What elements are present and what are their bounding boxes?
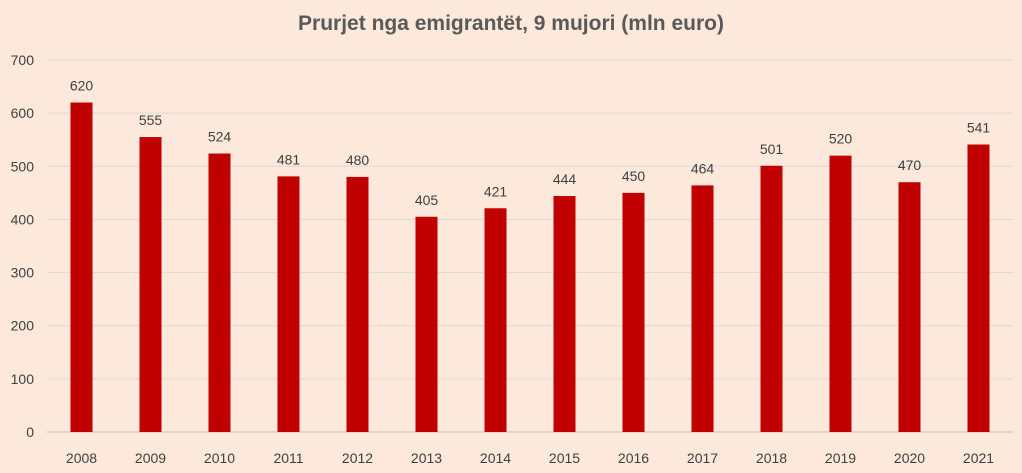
bar: [760, 165, 783, 433]
y-tick-label: 100: [11, 371, 35, 387]
data-label: 405: [415, 192, 439, 208]
x-tick-label: 2012: [342, 450, 373, 466]
x-tick-label: 2021: [963, 450, 994, 466]
data-label: 480: [346, 152, 370, 168]
data-label: 464: [691, 160, 715, 176]
bar: [139, 137, 162, 433]
data-label: 555: [139, 112, 163, 128]
bar: [967, 144, 990, 433]
bar: [829, 155, 852, 432]
x-tick-label: 2015: [549, 450, 580, 466]
x-tick-label: 2011: [273, 450, 303, 466]
data-label: 620: [70, 78, 94, 94]
data-label: 481: [277, 151, 301, 167]
data-label: 520: [829, 131, 853, 147]
x-tick-label: 2017: [687, 450, 718, 466]
bar: [70, 102, 93, 432]
x-tick-label: 2013: [411, 450, 442, 466]
data-label: 541: [967, 119, 991, 135]
data-label: 501: [760, 141, 784, 157]
x-tick-label: 2014: [480, 450, 511, 466]
bar: [208, 153, 231, 432]
bar: [553, 196, 576, 432]
y-tick-label: 500: [11, 158, 35, 174]
bar: [277, 176, 300, 432]
x-tick-label: 2018: [756, 450, 787, 466]
bar: [415, 216, 438, 432]
x-tick-label: 2009: [135, 450, 166, 466]
chart-title: Prurjet nga emigrantët, 9 mujori (mln eu…: [298, 12, 724, 35]
x-tick-label: 2020: [894, 450, 925, 466]
y-tick-label: 200: [11, 318, 35, 334]
y-tick-label: 600: [11, 105, 35, 121]
bar: [346, 176, 369, 432]
data-label: 450: [622, 168, 646, 184]
x-tick-label: 2010: [204, 450, 235, 466]
data-label: 421: [484, 183, 508, 199]
data-label: 470: [898, 157, 922, 173]
x-tick-label: 2016: [618, 450, 649, 466]
data-label: 444: [553, 171, 577, 187]
bar: [691, 185, 714, 432]
x-tick-label: 2008: [66, 450, 97, 466]
data-label: 524: [208, 129, 232, 145]
bar: [622, 192, 645, 432]
y-tick-label: 700: [11, 52, 35, 68]
x-tick-label: 2019: [825, 450, 856, 466]
bar: [898, 182, 921, 432]
y-tick-label: 400: [11, 211, 35, 227]
y-tick-label: 300: [11, 265, 35, 281]
y-tick-label: 0: [26, 424, 34, 440]
bar: [484, 208, 507, 432]
